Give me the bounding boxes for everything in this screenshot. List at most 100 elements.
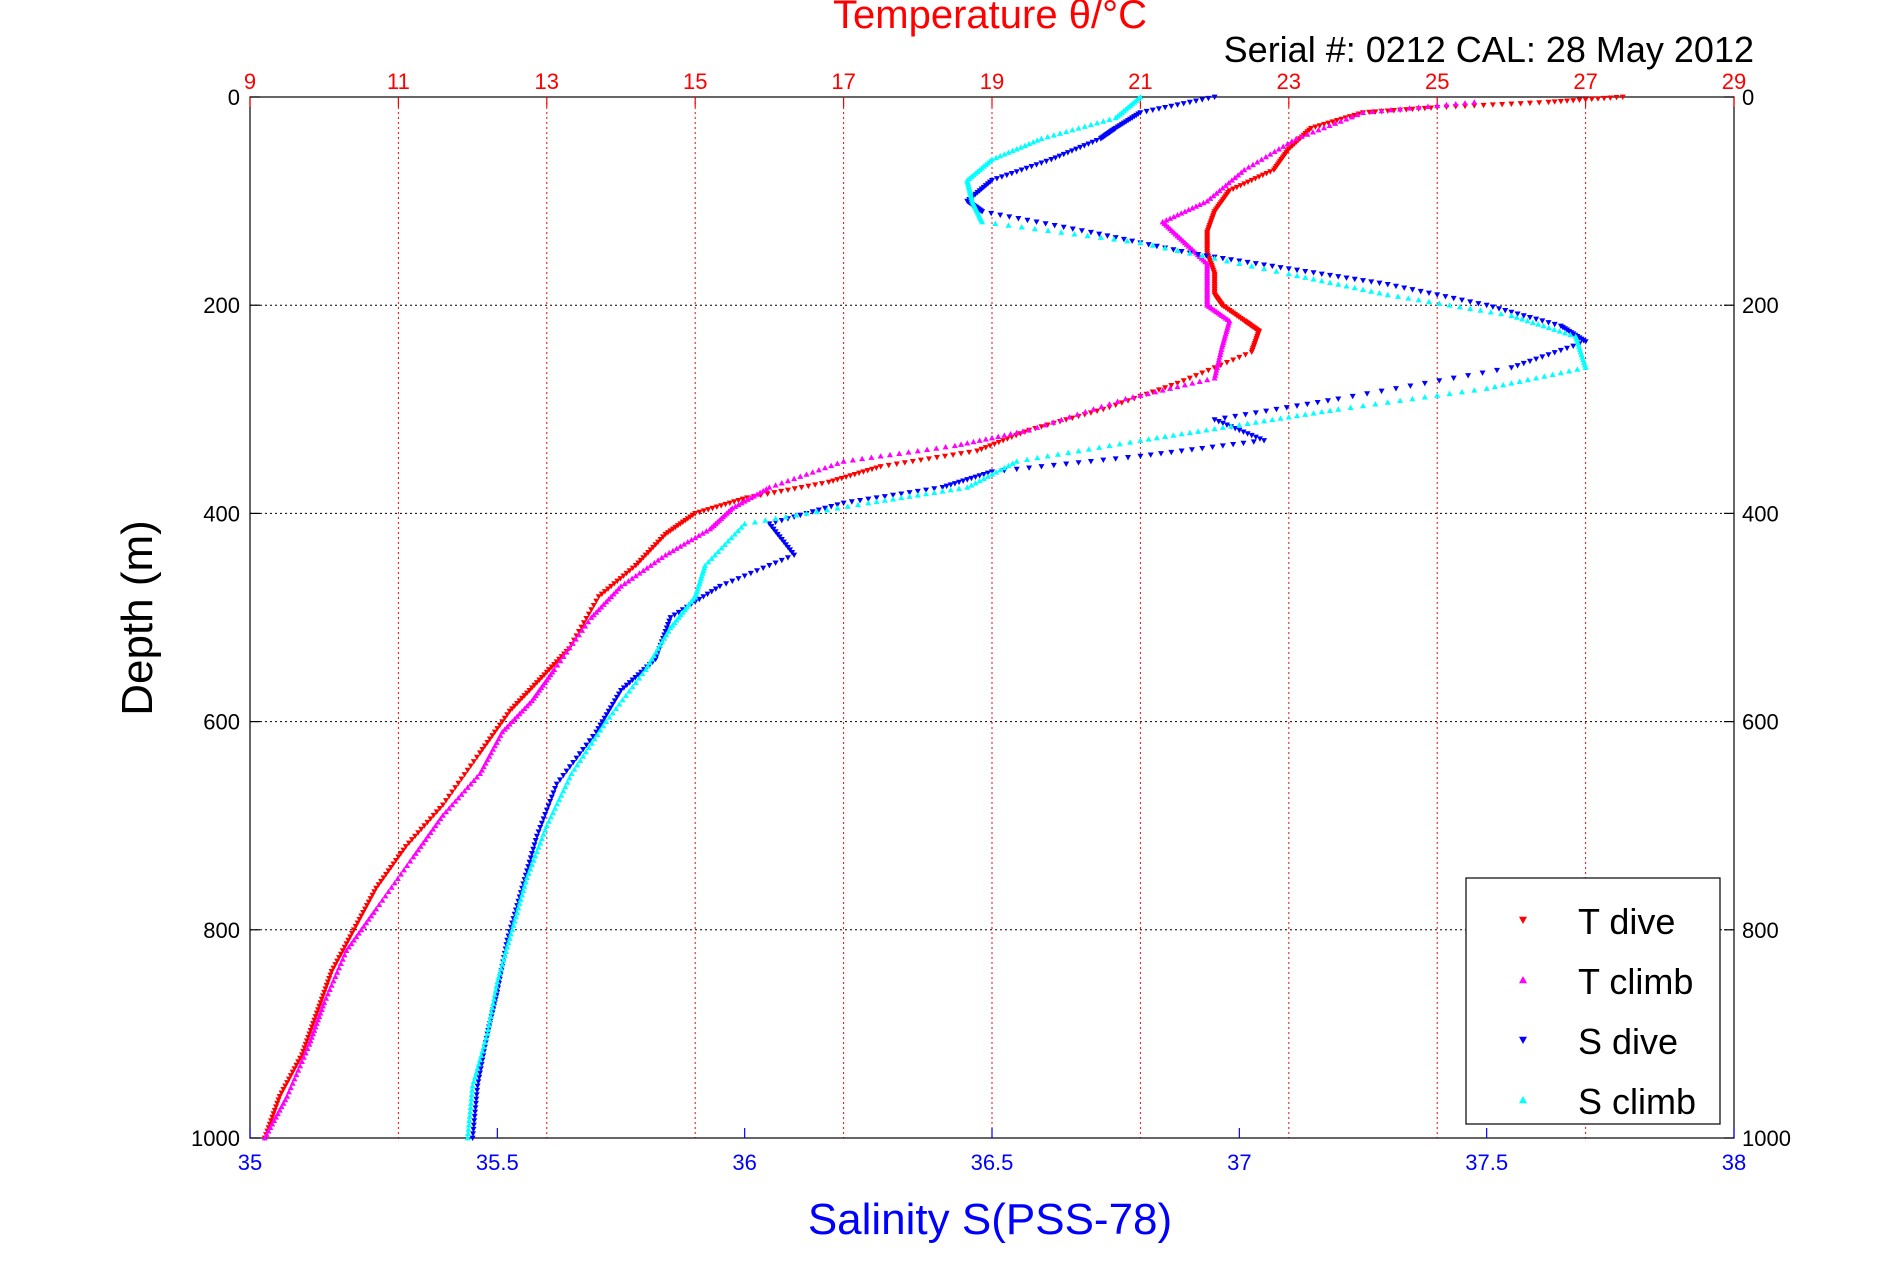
data-point — [632, 679, 639, 685]
data-point — [1576, 97, 1583, 104]
data-point — [1261, 265, 1268, 272]
data-point — [1434, 392, 1441, 398]
data-point — [1186, 429, 1193, 436]
data-point — [662, 628, 669, 635]
salinity-tick-label: 35.5 — [476, 1150, 519, 1175]
data-point — [931, 486, 938, 492]
data-point — [412, 833, 419, 840]
data-point — [1021, 142, 1028, 148]
data-point — [653, 649, 660, 655]
data-point — [492, 987, 499, 993]
data-point — [1104, 233, 1111, 239]
data-point — [382, 892, 389, 899]
data-point — [1112, 114, 1119, 121]
data-point — [501, 715, 508, 722]
data-point — [1252, 176, 1259, 182]
data-point — [1493, 367, 1500, 374]
data-point — [1267, 169, 1274, 175]
data-point — [1241, 166, 1248, 173]
data-point — [1275, 146, 1282, 152]
data-point — [603, 712, 610, 718]
data-point — [674, 523, 681, 529]
data-point — [409, 837, 416, 843]
data-point — [771, 490, 778, 496]
data-point — [1533, 375, 1540, 381]
data-point — [424, 819, 431, 826]
data-point — [1094, 408, 1101, 415]
data-point — [1417, 288, 1424, 295]
data-point — [1170, 213, 1177, 220]
data-point — [464, 784, 471, 790]
data-point — [1000, 438, 1007, 444]
data-point — [1545, 320, 1552, 326]
data-point — [1508, 380, 1515, 386]
data-point — [611, 581, 618, 587]
data-point — [632, 563, 639, 569]
data-point — [356, 916, 363, 923]
data-point — [1028, 164, 1035, 170]
data-point — [385, 888, 392, 895]
data-point — [474, 1065, 481, 1071]
data-point — [553, 781, 560, 788]
data-point — [1223, 360, 1230, 366]
data-point — [658, 554, 665, 561]
data-point — [754, 568, 761, 574]
data-point — [1064, 150, 1071, 156]
data-point — [494, 978, 501, 985]
data-point — [708, 555, 715, 561]
data-point — [313, 1010, 320, 1017]
data-point — [909, 458, 916, 465]
data-point — [1225, 179, 1232, 186]
data-point — [276, 1107, 283, 1113]
temperature-tick-label: 17 — [831, 69, 855, 94]
data-point — [488, 1009, 495, 1015]
data-point — [324, 990, 331, 997]
legend-marker — [1519, 1096, 1527, 1104]
data-point — [1570, 98, 1577, 104]
data-point — [601, 715, 608, 722]
data-point — [1237, 183, 1244, 189]
data-point — [778, 517, 785, 524]
data-point — [666, 618, 673, 624]
data-point — [268, 1118, 275, 1124]
data-point — [840, 458, 847, 464]
data-point — [625, 578, 632, 584]
data-point — [1244, 431, 1251, 437]
data-point — [666, 549, 673, 556]
data-point — [1162, 105, 1169, 111]
data-point — [1267, 151, 1274, 157]
data-point — [1024, 456, 1031, 463]
data-point — [1112, 235, 1119, 241]
data-point — [1477, 307, 1484, 313]
data-point — [1163, 217, 1170, 223]
data-point — [1248, 349, 1255, 356]
data-point — [1042, 221, 1049, 227]
data-point — [1285, 270, 1292, 277]
data-point — [643, 565, 650, 571]
data-point — [316, 1003, 323, 1010]
data-point — [293, 1062, 300, 1069]
data-point — [615, 585, 622, 592]
data-point — [360, 910, 367, 916]
data-point — [1193, 98, 1200, 104]
data-point — [560, 788, 567, 794]
data-point — [1106, 401, 1113, 407]
data-point — [626, 568, 633, 574]
depth-tick-label-left: 400 — [203, 501, 240, 526]
data-point — [1219, 185, 1226, 191]
data-point — [993, 469, 1000, 475]
data-point — [1335, 396, 1342, 402]
data-point — [368, 912, 375, 919]
data-point — [269, 1121, 276, 1127]
data-point — [989, 434, 995, 441]
data-point — [1137, 239, 1144, 246]
data-point — [554, 662, 561, 668]
data-point — [1508, 101, 1515, 107]
data-point — [345, 937, 352, 944]
data-point — [607, 705, 614, 711]
data-point — [1539, 318, 1546, 324]
data-point — [548, 794, 555, 801]
data-point — [642, 666, 649, 672]
data-point — [721, 541, 728, 548]
data-point — [1178, 431, 1185, 437]
